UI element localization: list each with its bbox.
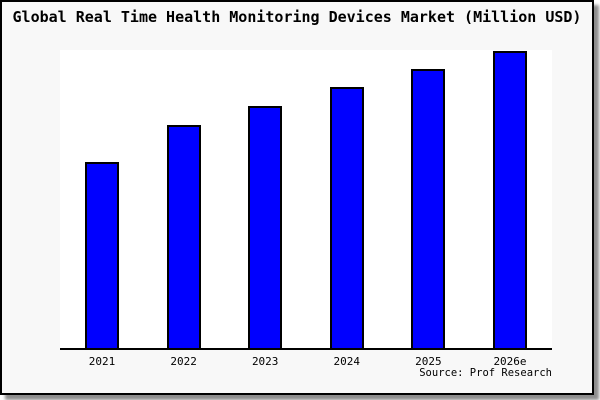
- bar-2026e: [493, 51, 527, 350]
- source-credit: Source: Prof Research: [419, 367, 552, 379]
- chart-frame: Global Real Time Health Monitoring Devic…: [0, 0, 594, 395]
- chart-title: Global Real Time Health Monitoring Devic…: [12, 8, 582, 26]
- plot-area: [60, 50, 552, 350]
- bar-2024: [329, 87, 364, 350]
- x-tick-2024: 2024: [333, 355, 361, 368]
- x-tick-2025: 2025: [415, 355, 442, 368]
- x-axis-line: [60, 348, 552, 350]
- x-tick-2023: 2023: [251, 355, 279, 368]
- x-axis-tick-labels: 2021 2022 2023 2024 2025 2026e: [60, 355, 552, 371]
- x-tick-2026e: 2026e: [493, 355, 527, 368]
- x-tick-2022: 2022: [170, 355, 197, 368]
- bar-2022: [166, 125, 201, 350]
- bar-2021: [85, 162, 119, 350]
- x-tick-2021: 2021: [88, 355, 116, 368]
- bar-2025: [411, 69, 446, 350]
- bar-2023: [248, 106, 283, 350]
